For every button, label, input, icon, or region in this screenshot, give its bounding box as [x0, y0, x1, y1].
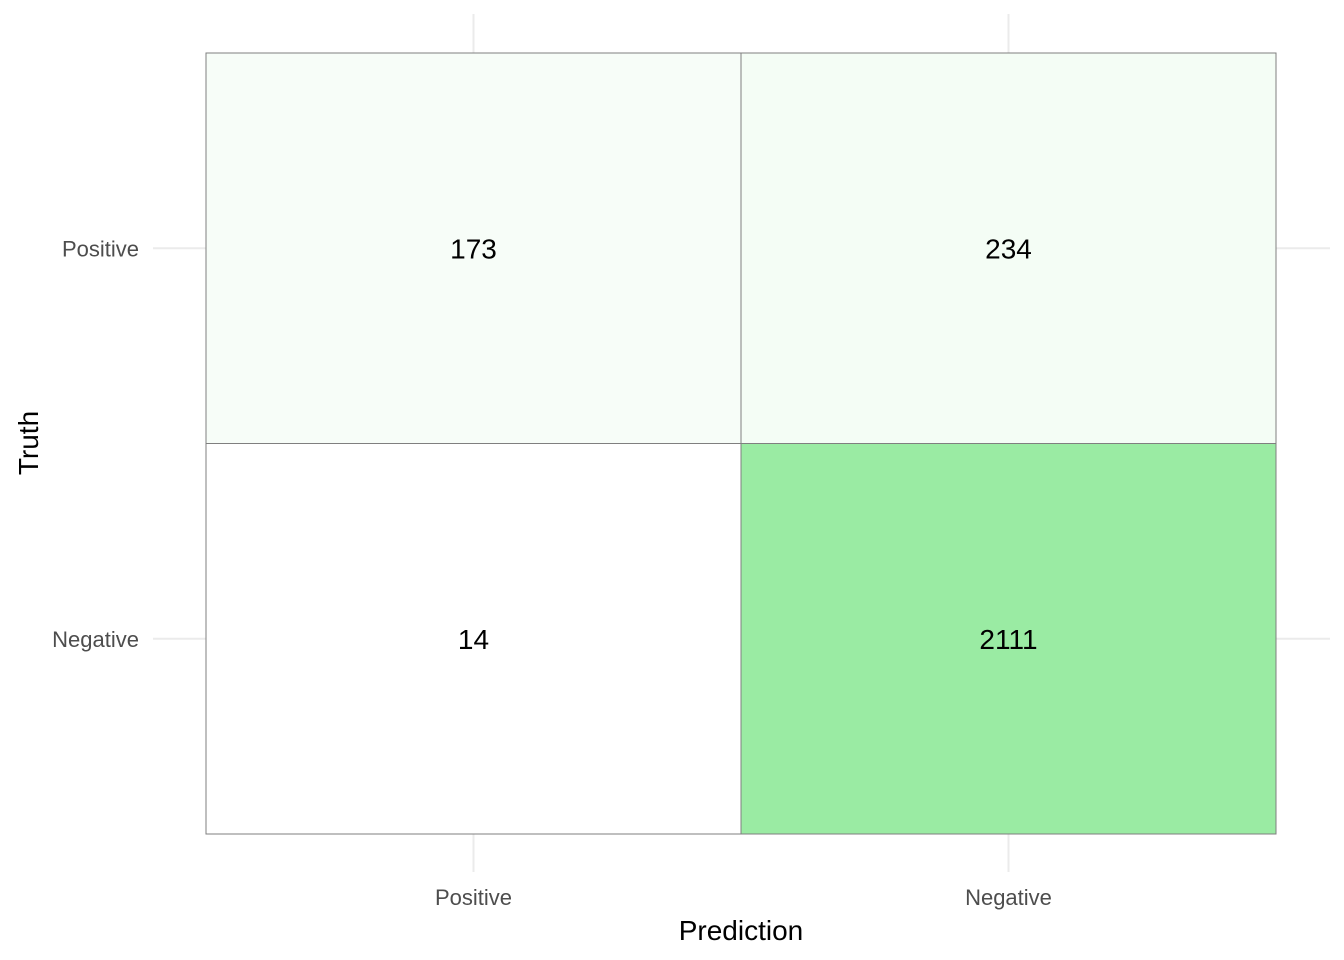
cell-value-label: 173	[450, 233, 497, 264]
heatmap-cell	[205, 52, 742, 444]
heatmap-cell	[205, 443, 742, 835]
x-axis-title: Prediction	[679, 915, 804, 946]
cell-value-label: 14	[458, 624, 489, 655]
y-axis-title: Truth	[13, 411, 44, 475]
cells-layer	[205, 52, 1277, 835]
y-tick-label: Positive	[62, 236, 139, 261]
cell-value-label: 234	[985, 233, 1032, 264]
x-tick-label: Positive	[435, 885, 512, 910]
x-axis-ticks: Positive Negative	[435, 885, 1052, 910]
heatmap-cell	[740, 443, 1277, 835]
labels-layer: 173 234 14 2111	[450, 233, 1037, 655]
cell-value-label: 2111	[979, 624, 1037, 655]
y-axis-ticks: Positive Negative	[52, 236, 139, 652]
x-tick-label: Negative	[965, 885, 1052, 910]
y-tick-label: Negative	[52, 627, 139, 652]
